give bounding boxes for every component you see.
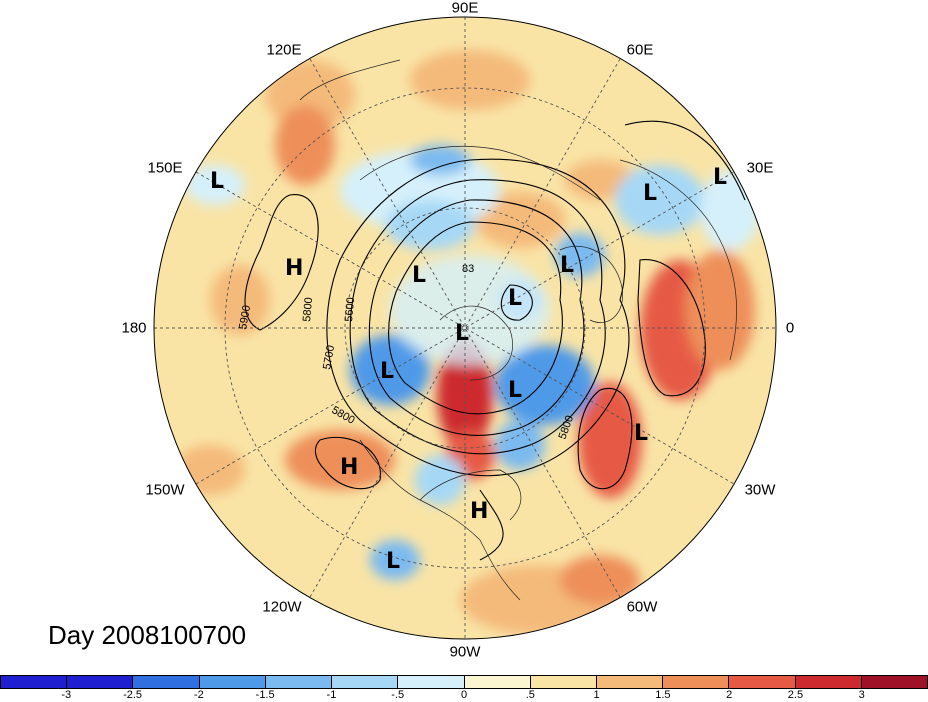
contour-label: 5900 — [237, 304, 253, 330]
colorbar-tick-label: .5 — [525, 689, 535, 701]
pressure-systems: L H L L L L L L L L L H H L — [210, 165, 727, 574]
colorbar-tick-label: 2 — [726, 689, 733, 701]
anomaly-field — [154, 17, 776, 639]
low-marker: L — [412, 263, 426, 288]
low-marker: L — [380, 359, 394, 384]
lon-label-150w: 150W — [145, 481, 185, 499]
low-marker: L — [560, 253, 574, 278]
colorbar-tick-label: -.5 — [391, 689, 405, 701]
low-marker: L — [455, 321, 469, 346]
lon-label-60w: 60W — [626, 598, 658, 616]
lon-label-120e: 120E — [266, 41, 302, 59]
lon-label-180: 180 — [121, 319, 147, 337]
graticule — [154, 17, 776, 639]
colorbar-swatch — [663, 676, 730, 688]
low-marker: L — [634, 421, 648, 446]
colorbar-tick-label: 2.5 — [787, 689, 804, 701]
colorbar-tick-label: 1 — [593, 689, 600, 701]
colorbar-tick-label: -1 — [326, 689, 337, 701]
lon-label-90w: 90W — [449, 643, 481, 661]
colorbar-tick-label: -2.5 — [123, 689, 143, 701]
height-contours — [244, 120, 746, 561]
colorbar-swatch — [861, 676, 928, 688]
colorbar — [0, 675, 928, 689]
low-marker: L — [386, 549, 400, 574]
high-marker: H — [340, 455, 358, 480]
lon-label-90e: 90E — [451, 0, 479, 17]
colorbar-swatch — [464, 676, 531, 688]
colorbar-tick-label: -3 — [61, 689, 72, 701]
colorbar-swatch — [67, 676, 134, 688]
lon-label-150e: 150E — [147, 159, 183, 177]
colorbar-swatch — [596, 676, 664, 688]
lon-label-120w: 120W — [262, 598, 302, 616]
colorbar-swatch — [199, 676, 266, 688]
high-marker: H — [285, 256, 303, 281]
colorbar-swatch — [729, 676, 796, 688]
contour-label: 5700 — [321, 344, 337, 370]
colorbar-tick-label: 0 — [460, 689, 468, 701]
colorbar-swatch — [398, 676, 465, 688]
colorbar-swatch — [265, 676, 333, 688]
low-marker: L — [210, 169, 224, 194]
colorbar-swatch — [133, 676, 200, 688]
high-marker: H — [470, 499, 488, 524]
colorbar-swatch — [332, 676, 399, 688]
colorbar-swatch — [530, 676, 597, 688]
low-marker: L — [713, 165, 727, 190]
map-boundary — [153, 16, 777, 640]
polar-map: 5900 5800 5700 5600 5800 5800 83 L H L L… — [153, 16, 777, 640]
contour-label: 5800 — [301, 297, 315, 322]
colorbar-tick-label: -2 — [193, 689, 204, 701]
contour-label: 5600 — [343, 297, 357, 322]
colorbar-tick-label: -1.5 — [255, 689, 275, 701]
coastlines — [299, 59, 737, 601]
lon-label-30e: 30E — [746, 159, 774, 177]
date-label: Day 2008100700 — [48, 620, 247, 650]
lon-label-30w: 30W — [744, 481, 776, 499]
colorbar-tick-label: 1.5 — [655, 689, 671, 701]
colorbar-swatch — [1, 676, 68, 688]
low-marker: L — [508, 286, 522, 311]
low-marker: L — [508, 378, 522, 403]
lon-label-0: 0 — [785, 319, 795, 337]
contour-label: 83 — [462, 263, 474, 275]
colorbar-swatch — [795, 676, 862, 688]
low-marker: L — [643, 181, 657, 206]
colorbar-tick-label: 3 — [858, 689, 865, 701]
lon-label-60e: 60E — [626, 41, 654, 59]
